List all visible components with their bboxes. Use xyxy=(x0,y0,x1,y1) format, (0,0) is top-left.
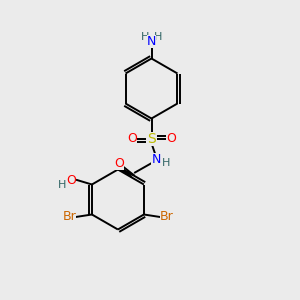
Text: Br: Br xyxy=(62,210,76,224)
Text: H: H xyxy=(58,180,66,190)
Text: Br: Br xyxy=(160,210,173,224)
Text: H: H xyxy=(141,32,149,42)
Text: H: H xyxy=(154,32,162,42)
Text: N: N xyxy=(151,153,161,166)
Text: S: S xyxy=(147,132,156,146)
Text: O: O xyxy=(114,157,124,170)
Text: N: N xyxy=(147,35,156,49)
Text: O: O xyxy=(66,173,76,187)
Text: O: O xyxy=(166,132,176,146)
Text: O: O xyxy=(127,132,137,146)
Text: H: H xyxy=(162,158,171,168)
